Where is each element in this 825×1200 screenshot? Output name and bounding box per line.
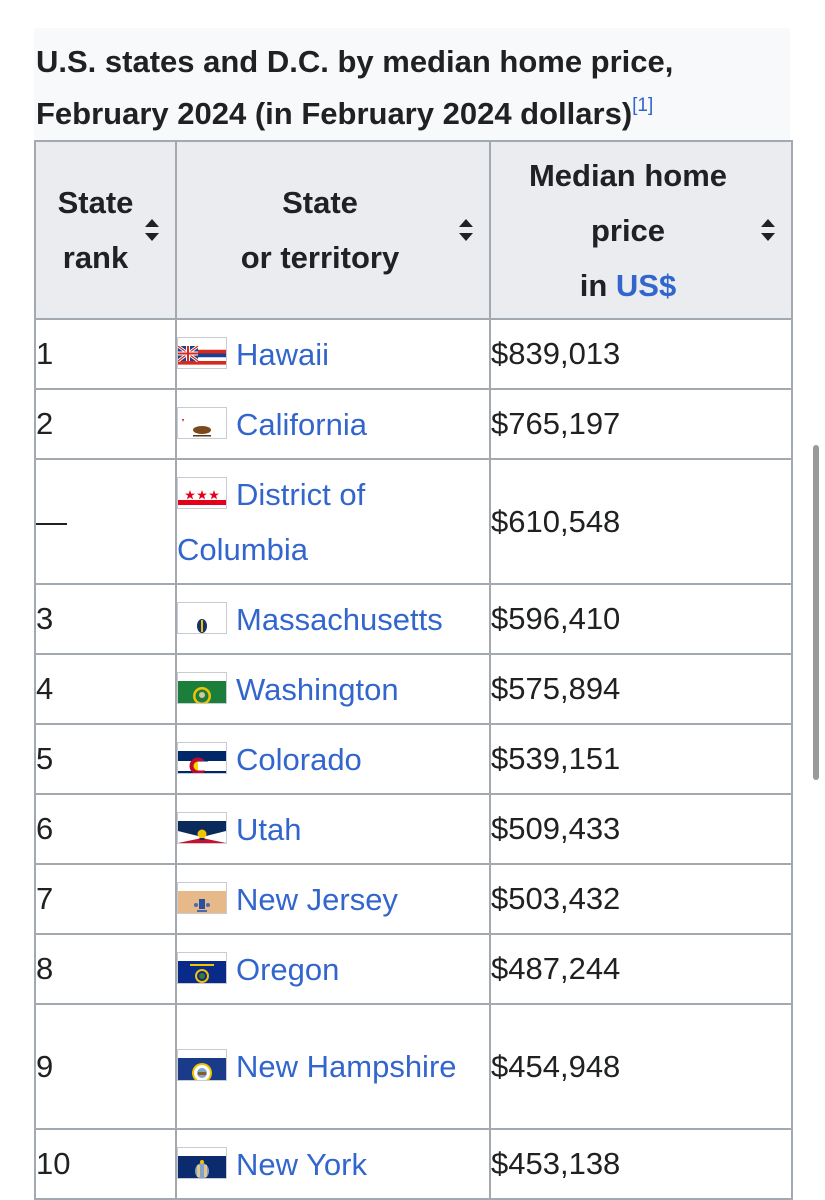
california-flag-icon <box>177 406 227 439</box>
state-cell: California <box>175 388 491 460</box>
dc-flag-icon <box>177 476 227 509</box>
column-header-price[interactable]: Median home price in US$ <box>489 140 793 320</box>
price-cell: $575,894 <box>489 653 793 725</box>
utah-flag-icon <box>177 811 227 844</box>
sort-icon[interactable] <box>145 219 159 241</box>
price-cell: $765,197 <box>489 388 793 460</box>
state-link[interactable]: New Hampshire <box>236 1049 457 1084</box>
state-link[interactable]: District of Columbia <box>177 476 366 567</box>
rank-cell: 8 <box>34 933 177 1005</box>
washington-flag-icon <box>177 671 227 704</box>
price-cell: $596,410 <box>489 583 793 655</box>
table-row: 2 California $765,197 <box>34 388 793 460</box>
rank-cell: 10 <box>34 1128 177 1200</box>
column-header-rank[interactable]: State rank <box>34 140 177 320</box>
new-hampshire-flag-icon <box>177 1049 227 1081</box>
state-cell: District of Columbia <box>175 458 491 585</box>
table-row: 9 New Hampshire $454,948 <box>34 1003 793 1130</box>
sort-icon[interactable] <box>459 219 473 241</box>
table-row: 3 Massachusetts $596,410 <box>34 583 793 655</box>
price-cell: $839,013 <box>489 318 793 390</box>
price-cell: $453,138 <box>489 1128 793 1200</box>
table-caption: U.S. states and D.C. by median home pric… <box>36 36 790 140</box>
state-link[interactable]: California <box>236 406 367 442</box>
state-cell: New York <box>175 1128 491 1200</box>
caption-background <box>34 28 790 140</box>
sort-icon[interactable] <box>761 219 775 241</box>
table-row: — District of Columbia $610,548 <box>34 458 793 585</box>
scrollbar-thumb[interactable] <box>813 445 819 780</box>
colorado-flag-icon <box>177 741 227 774</box>
state-link[interactable]: Oregon <box>236 951 340 987</box>
rank-cell: 5 <box>34 723 177 795</box>
price-cell: $503,432 <box>489 863 793 935</box>
rank-cell: 6 <box>34 793 177 865</box>
state-cell: New Jersey <box>175 863 491 935</box>
state-link[interactable]: Massachusetts <box>236 601 443 637</box>
new-york-flag-icon <box>177 1146 227 1179</box>
oregon-flag-icon <box>177 951 227 984</box>
hawaii-flag-icon <box>177 336 227 369</box>
table-row: 6 Utah $509,433 <box>34 793 793 865</box>
state-cell: New Hampshire <box>175 1003 491 1130</box>
new-jersey-flag-icon <box>177 881 227 914</box>
table-row: 1 Hawaii $839,013 <box>34 318 793 390</box>
usd-link[interactable]: US$ <box>615 267 677 303</box>
rank-cell: 2 <box>34 388 177 460</box>
table-row: 7 New Jersey $503,432 <box>34 863 793 935</box>
table-row: 5 Colorado $539,151 <box>34 723 793 795</box>
price-cell: $539,151 <box>489 723 793 795</box>
rank-cell: — <box>34 458 177 585</box>
rank-cell: 1 <box>34 318 177 390</box>
state-cell: Colorado <box>175 723 491 795</box>
state-cell: Utah <box>175 793 491 865</box>
state-link[interactable]: New Jersey <box>236 881 398 917</box>
price-cell: $487,244 <box>489 933 793 1005</box>
state-cell: Massachusetts <box>175 583 491 655</box>
column-header-state[interactable]: State or territory <box>175 140 491 320</box>
state-cell: Washington <box>175 653 491 725</box>
median-home-price-table: State rank State or territory Median home p… <box>34 140 793 1200</box>
reference-link[interactable]: [1] <box>632 95 654 116</box>
state-link[interactable]: New York <box>236 1146 367 1182</box>
rank-cell: 7 <box>34 863 177 935</box>
table-row: 8 Oregon $487,244 <box>34 933 793 1005</box>
caption-title: U.S. states and D.C. by median home pric… <box>36 44 674 131</box>
price-cell: $610,548 <box>489 458 793 585</box>
table-row: 4 Washington $575,894 <box>34 653 793 725</box>
rank-cell: 4 <box>34 653 177 725</box>
price-cell: $454,948 <box>489 1003 793 1130</box>
rank-cell: 3 <box>34 583 177 655</box>
state-link[interactable]: Hawaii <box>236 336 330 372</box>
state-link[interactable]: Colorado <box>236 741 362 777</box>
massachusetts-flag-icon <box>177 601 227 634</box>
price-cell: $509,433 <box>489 793 793 865</box>
rank-cell: 9 <box>34 1003 177 1130</box>
state-cell: Hawaii <box>175 318 491 390</box>
state-link[interactable]: Washington <box>236 671 399 707</box>
table-row: 10 New York $453,138 <box>34 1128 793 1200</box>
state-cell: Oregon <box>175 933 491 1005</box>
state-link[interactable]: Utah <box>236 811 302 847</box>
